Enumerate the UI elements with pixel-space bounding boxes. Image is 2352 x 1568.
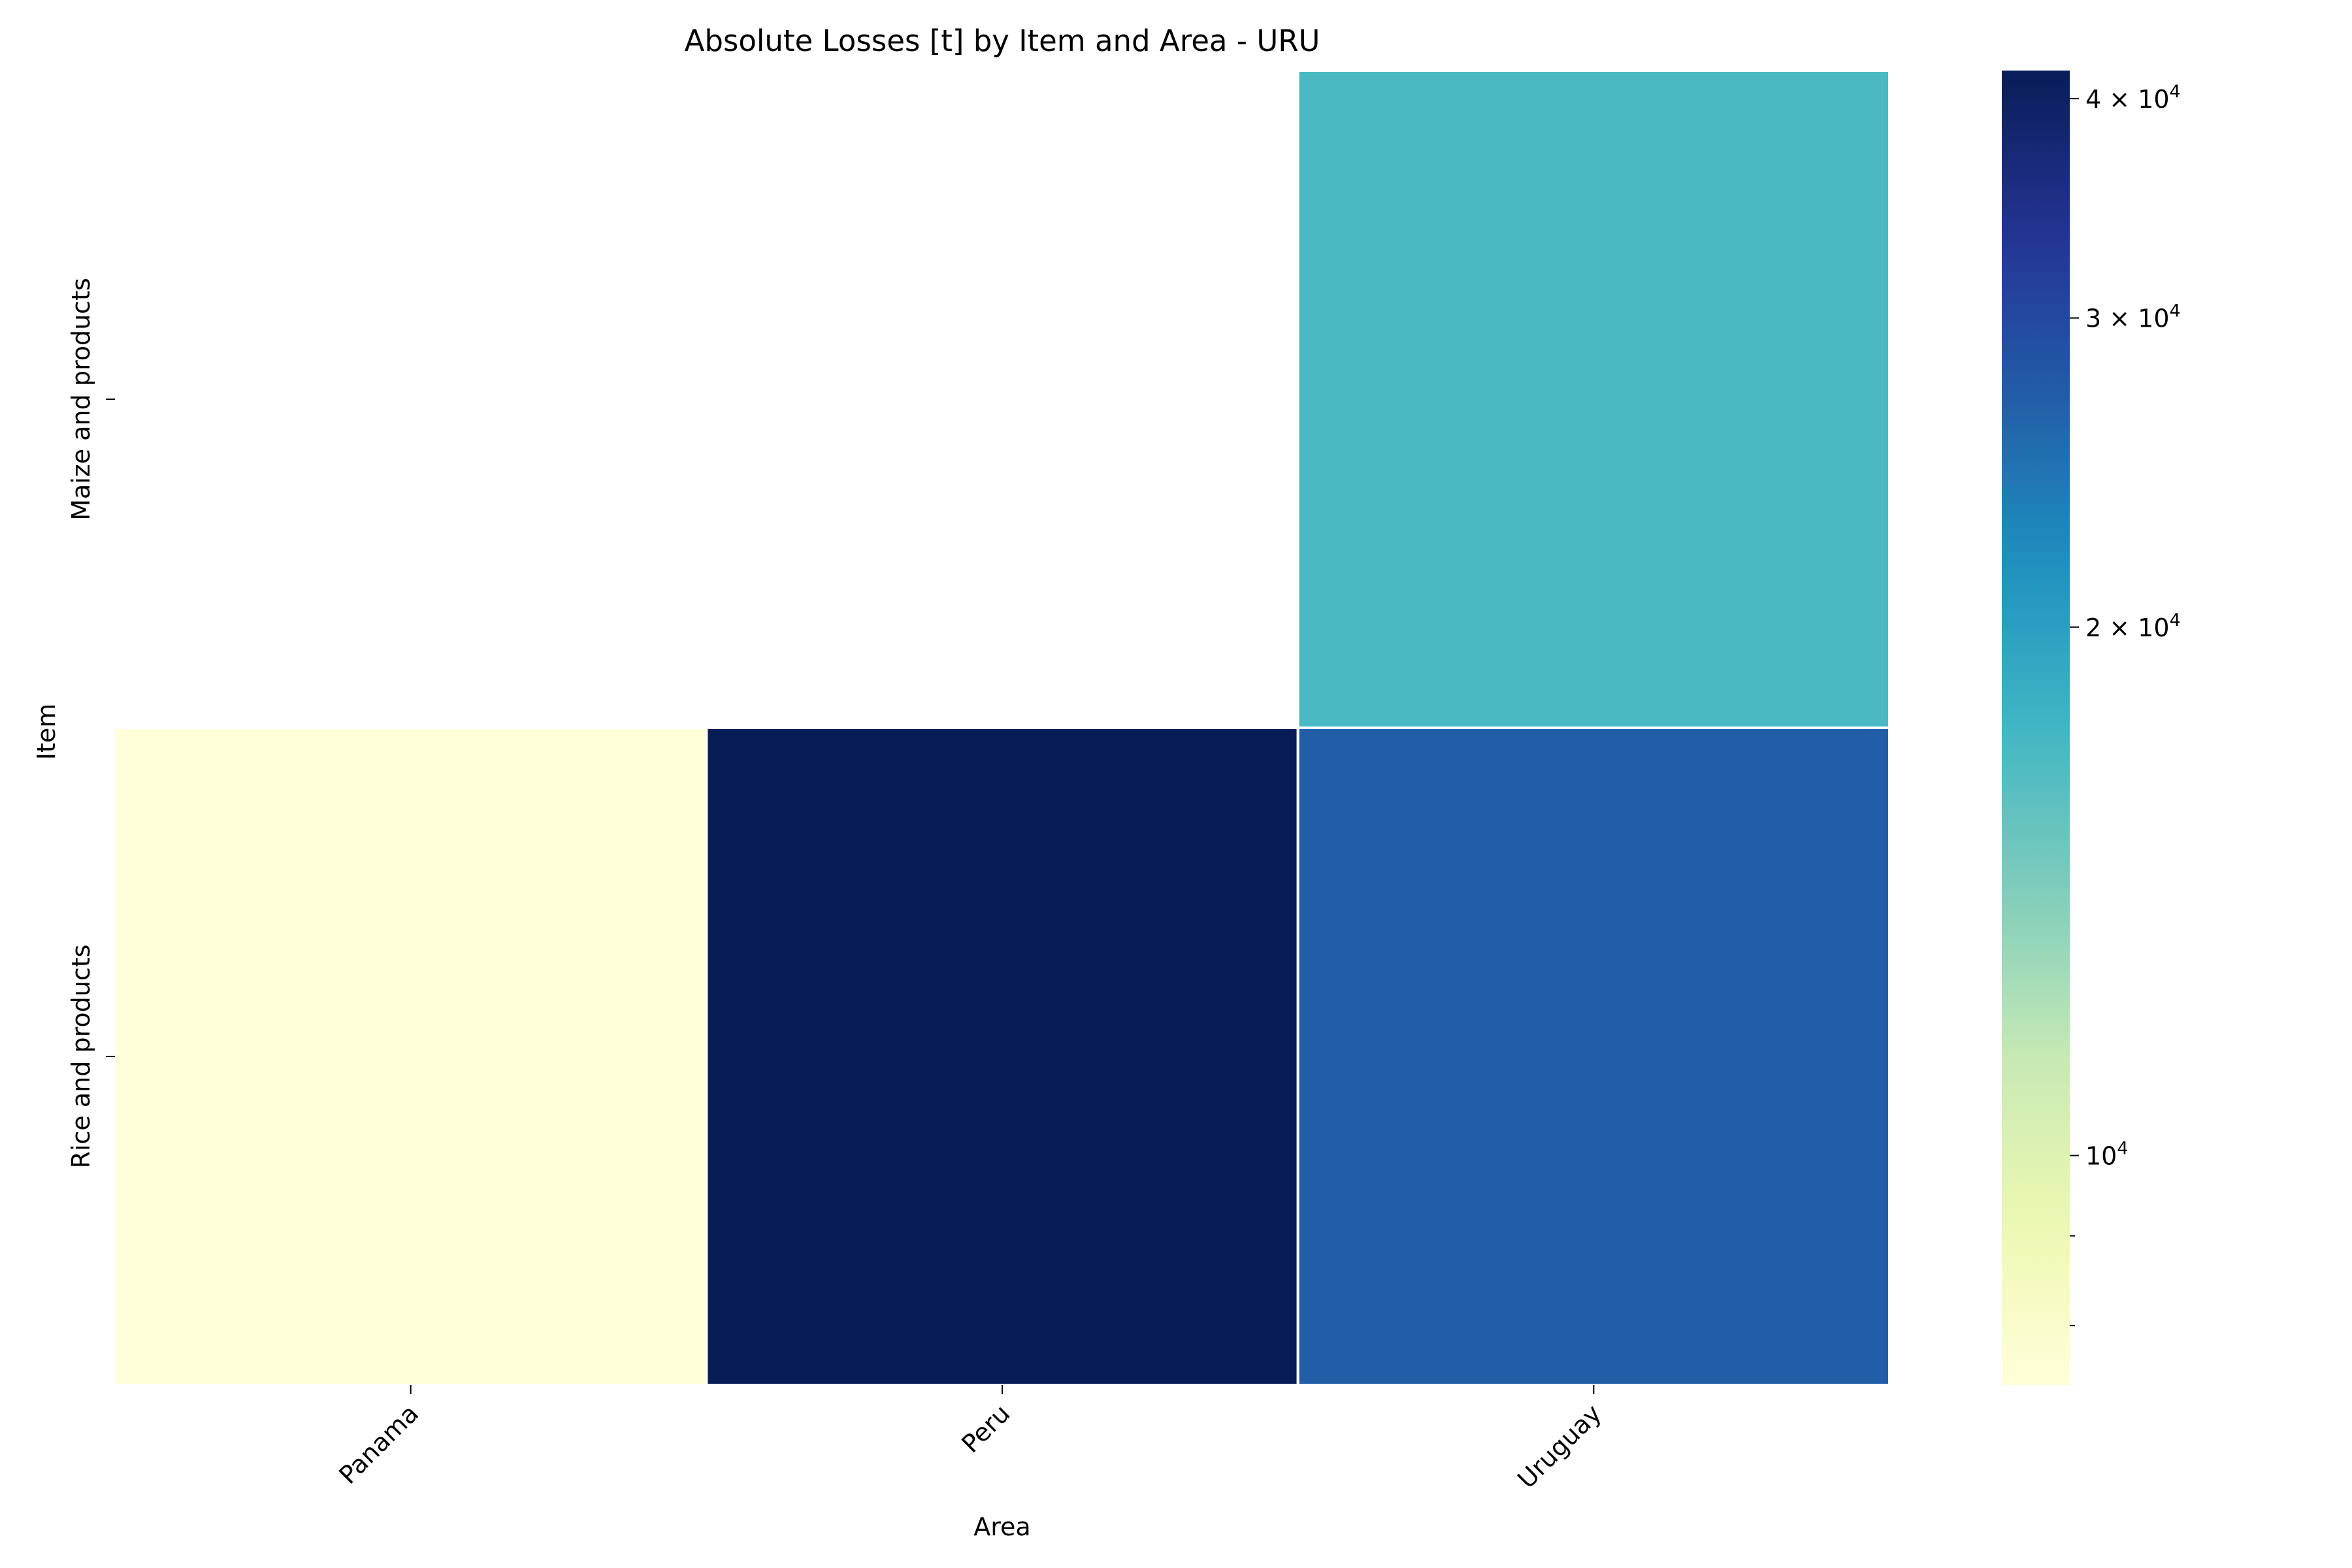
colorbar: 104 2 × 104 3 × 104 4 × 104 bbox=[2002, 71, 2181, 1385]
x-axis-label: Area bbox=[973, 1512, 1030, 1541]
colorbar-tick-label: 4 × 104 bbox=[2085, 82, 2181, 114]
y-axis-ticks: Maize and products Rice and products bbox=[67, 278, 115, 1168]
colorbar-gradient bbox=[2002, 71, 2070, 1385]
heatmap-cell bbox=[1296, 727, 1891, 1386]
colorbar-tick-label: 2 × 104 bbox=[2085, 610, 2181, 642]
chart-title: Absolute Losses [t] by Item and Area - U… bbox=[685, 24, 1320, 58]
y-axis-label: Item bbox=[32, 704, 61, 760]
heatmap-cells bbox=[114, 69, 1891, 1386]
x-tick-label: Uruguay bbox=[1512, 1399, 1607, 1494]
heatmap-cell bbox=[1296, 69, 1891, 729]
heatmap-cell bbox=[114, 727, 708, 1386]
heatmap-cell bbox=[705, 727, 1299, 1386]
x-tick-label: Panama bbox=[333, 1399, 424, 1490]
y-tick-label: Rice and products bbox=[67, 945, 95, 1169]
colorbar-tick-label: 104 bbox=[2085, 1139, 2129, 1171]
colorbar-tick-label: 3 × 104 bbox=[2085, 301, 2181, 333]
y-tick-label: Maize and products bbox=[67, 278, 95, 521]
x-axis-ticks: Panama Peru Uruguay bbox=[333, 1385, 1607, 1494]
x-tick-label: Peru bbox=[956, 1399, 1015, 1458]
